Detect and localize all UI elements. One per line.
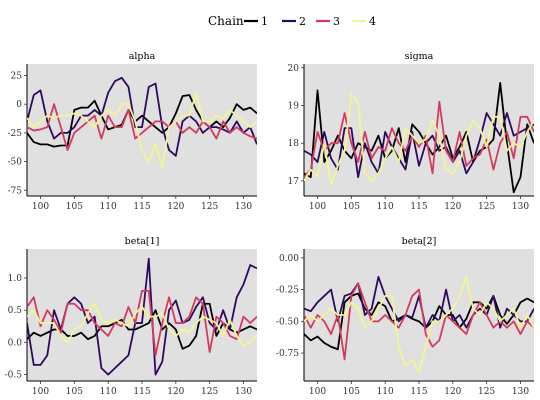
x-tick-label: 115 [133, 202, 150, 212]
x-tick-label: 100 [309, 387, 326, 397]
y-tick-label: -0.25 [276, 286, 299, 296]
y-tick-label: -75 [8, 186, 23, 196]
x-tick-label: 100 [309, 202, 326, 212]
x-tick-label: 105 [66, 387, 83, 397]
panel-title: beta[2] [402, 236, 437, 247]
y-tick-label: 0.0 [8, 338, 23, 348]
x-tick-label: 100 [32, 387, 49, 397]
x-tick-label: 125 [201, 387, 218, 397]
series-line-chain-2 [304, 112, 534, 179]
series-line-chain-3 [27, 289, 257, 357]
x-tick-label: 110 [377, 202, 394, 212]
x-tick-label: 120 [444, 202, 461, 212]
y-tick-label: -0.5 [5, 371, 23, 381]
x-tick-label: 130 [512, 202, 529, 212]
y-tick-label: 0 [16, 100, 22, 110]
x-tick-label: 110 [377, 387, 394, 397]
legend-title: Chain [208, 14, 244, 28]
y-tick-label: 17 [288, 177, 300, 187]
panel-beta-2: beta[2] 0.00 -0.25 -0.50 -0.75 100 105 110 115 12… [276, 236, 534, 397]
x-tick-label: 130 [512, 387, 529, 397]
series-line-chain-1 [27, 302, 257, 350]
x-tick-label: 130 [235, 202, 252, 212]
panel-sigma: sigma 20 19 18 17 100 105 110 115 120 125 130 [288, 51, 534, 212]
series-line-chain-3 [304, 282, 534, 361]
x-tick-label: 110 [100, 387, 117, 397]
y-tick-label: 25 [11, 71, 23, 81]
legend-entry-3: 3 [316, 15, 340, 28]
series-line-chain-4 [27, 302, 257, 347]
x-tick-label: 120 [167, 387, 184, 397]
x-tick-label: 130 [235, 387, 252, 397]
y-tick-label: -50 [8, 158, 23, 168]
x-tick-label: 125 [478, 387, 495, 397]
x-tick-label: 115 [410, 202, 427, 212]
y-tick-label: -25 [8, 129, 23, 139]
panel-background [304, 64, 534, 196]
series-line-chain-4 [304, 93, 534, 186]
panel-beta-1: beta[1] 1.0 0.5 0.0 -0.5 100 105 110 115 120 125 13… [5, 236, 257, 397]
x-tick-label: 105 [343, 202, 360, 212]
x-tick-label: 120 [444, 387, 461, 397]
x-tick-label: 105 [343, 387, 360, 397]
y-tick-label: 0.00 [279, 254, 299, 264]
legend-entry-1: 1 [244, 15, 268, 28]
panel-background [27, 64, 257, 196]
legend-entry-2: 2 [282, 15, 306, 28]
series-line-chain-2 [304, 276, 534, 329]
panel-title: sigma [405, 51, 434, 62]
panel-title: alpha [129, 51, 156, 62]
y-tick-label: -0.50 [276, 317, 299, 327]
x-tick-label: 110 [100, 202, 117, 212]
legend: Chain 1 2 3 4 [208, 14, 376, 28]
series-line-chain-3 [27, 103, 257, 151]
series-line-chain-2 [27, 76, 257, 157]
series-line-chain-4 [304, 276, 534, 374]
y-tick-label: 20 [288, 64, 300, 74]
y-tick-label: 1.0 [8, 274, 23, 284]
y-tick-label: 19 [288, 101, 300, 111]
panel-title: beta[1] [125, 236, 160, 247]
legend-label-3: 3 [333, 15, 340, 28]
legend-label-1: 1 [261, 15, 268, 28]
y-tick-label: 18 [288, 139, 300, 149]
legend-entry-4: 4 [352, 15, 376, 28]
y-tick-label: 0.5 [8, 306, 23, 316]
series-line-chain-3 [304, 100, 534, 178]
legend-label-2: 2 [299, 15, 306, 28]
x-tick-label: 105 [66, 202, 83, 212]
legend-label-4: 4 [369, 15, 376, 28]
series-line-chain-4 [27, 91, 257, 169]
x-tick-label: 100 [32, 202, 49, 212]
x-tick-label: 120 [167, 202, 184, 212]
x-tick-label: 125 [201, 202, 218, 212]
panel-alpha: alpha 25 0 -25 -50 -75 100 105 110 115 120 125 130 [8, 51, 257, 212]
y-tick-label: -0.75 [276, 349, 299, 359]
x-tick-label: 125 [478, 202, 495, 212]
x-tick-label: 115 [410, 387, 427, 397]
x-tick-label: 115 [133, 387, 150, 397]
